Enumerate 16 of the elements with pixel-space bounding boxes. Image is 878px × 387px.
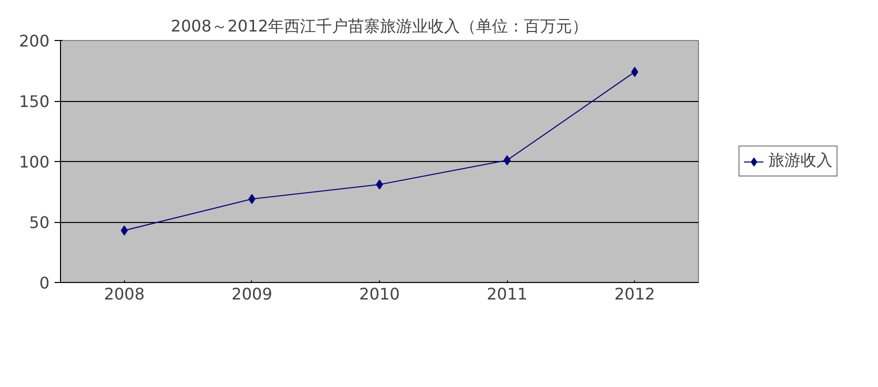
y-tick-label: 200 [18,32,50,50]
y-tick-label: 150 [18,92,50,111]
legend-label: 旅游收入 [768,150,832,172]
point [248,194,256,204]
chart-title: 2008～2012年西江千户苗寨旅游业收入（单位：百万元） [170,16,588,36]
x-tick-label: 2008 [104,284,145,304]
y-tick-label: 50 [29,213,50,232]
point [504,155,511,166]
x-tick-label: 2012 [614,284,656,304]
y-tick-label: 100 [18,152,50,172]
x-tick-label: 2011 [486,284,528,304]
y-tick-label: 0 [39,274,50,292]
x-tick-label: 2010 [359,284,400,304]
x-tick-label: 2009 [232,284,272,304]
point [631,66,638,77]
point [120,225,128,236]
